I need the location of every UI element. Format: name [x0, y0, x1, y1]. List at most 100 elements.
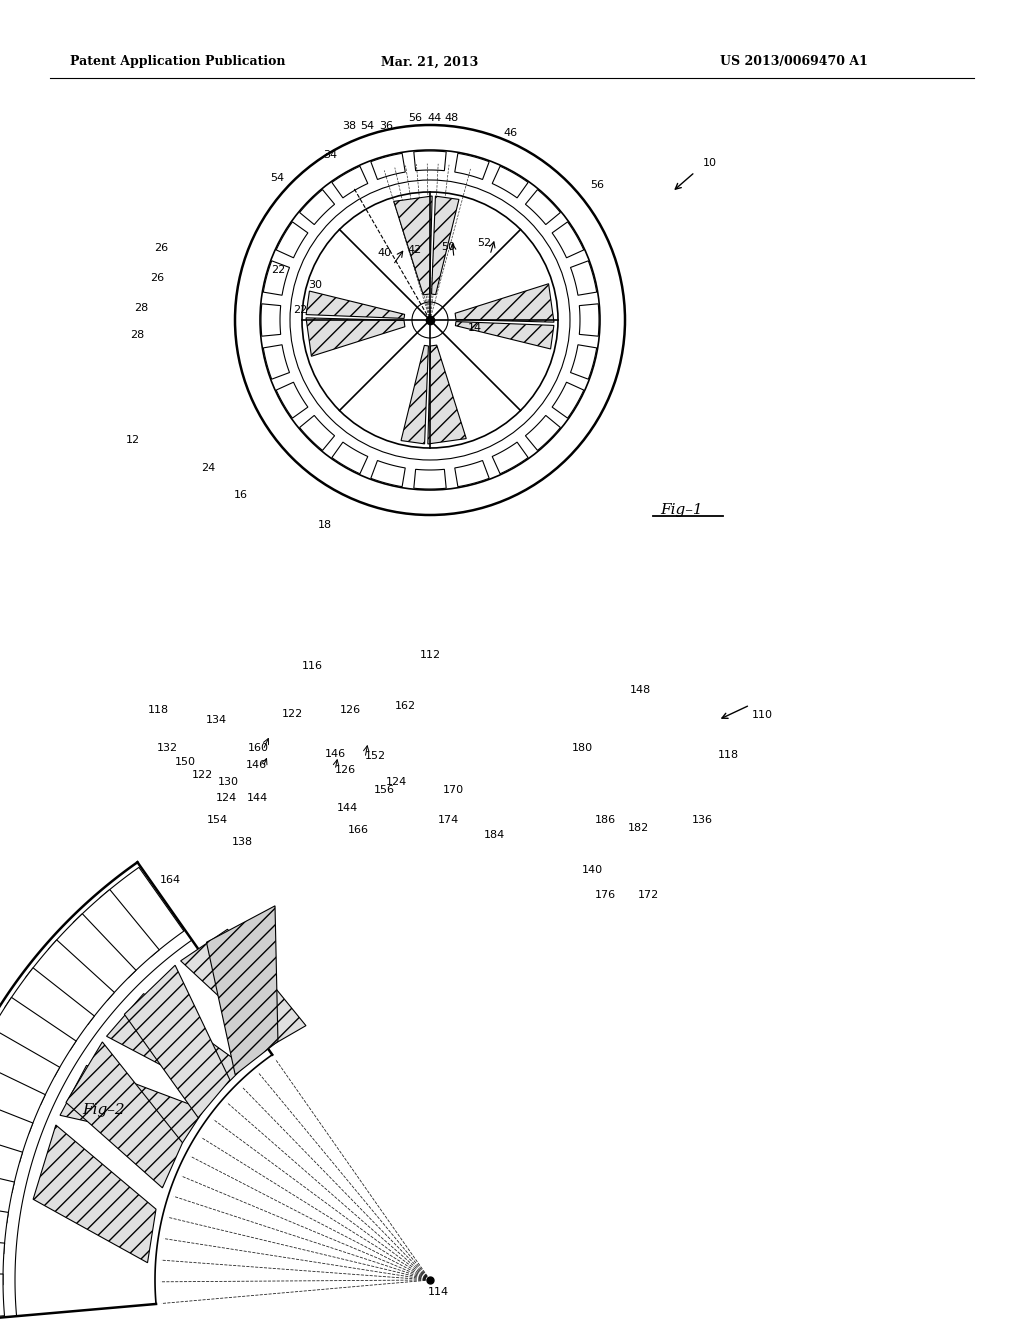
Text: 148: 148 [630, 685, 651, 696]
Text: 22: 22 [293, 305, 307, 315]
Text: 138: 138 [232, 837, 253, 847]
Text: 182: 182 [628, 822, 649, 833]
Polygon shape [525, 190, 560, 224]
Text: 56: 56 [408, 114, 422, 123]
Text: 46: 46 [503, 128, 517, 139]
Polygon shape [525, 416, 560, 450]
Polygon shape [570, 261, 597, 296]
Text: 118: 118 [148, 705, 169, 715]
Text: 52: 52 [477, 238, 492, 248]
Text: 28: 28 [130, 330, 144, 341]
Text: 166: 166 [348, 825, 369, 836]
Text: 114: 114 [428, 1287, 450, 1298]
Text: 10: 10 [703, 158, 717, 168]
Text: 152: 152 [365, 751, 386, 762]
Polygon shape [276, 383, 308, 418]
Text: 184: 184 [484, 830, 505, 840]
Polygon shape [100, 867, 184, 957]
Polygon shape [552, 383, 584, 418]
Text: 38: 38 [342, 121, 356, 131]
Polygon shape [0, 1028, 59, 1105]
Polygon shape [207, 906, 278, 1074]
Text: 126: 126 [340, 705, 361, 715]
Polygon shape [455, 284, 554, 322]
Text: 144: 144 [247, 793, 268, 803]
Polygon shape [180, 929, 306, 1045]
Text: Fig–2: Fig–2 [82, 1104, 125, 1117]
Text: 40: 40 [378, 248, 392, 257]
Polygon shape [26, 940, 115, 1024]
Polygon shape [4, 968, 94, 1049]
Text: 140: 140 [582, 865, 603, 875]
Polygon shape [0, 1094, 33, 1163]
Polygon shape [332, 166, 368, 198]
Text: 170: 170 [443, 785, 464, 795]
Polygon shape [124, 965, 230, 1118]
Text: 22: 22 [271, 265, 285, 275]
Text: 146: 146 [325, 748, 346, 759]
Text: 126: 126 [335, 766, 356, 775]
Text: 164: 164 [160, 875, 181, 884]
Text: Patent Application Publication: Patent Application Publication [70, 55, 286, 69]
Text: 112: 112 [420, 649, 441, 660]
Polygon shape [300, 416, 335, 450]
Text: 132: 132 [157, 743, 178, 752]
Polygon shape [0, 1272, 4, 1320]
Polygon shape [263, 345, 290, 379]
Polygon shape [0, 1129, 23, 1192]
Text: 118: 118 [718, 750, 739, 760]
Text: 134: 134 [206, 715, 227, 725]
Polygon shape [414, 150, 446, 170]
Text: 36: 36 [379, 121, 393, 131]
Text: 124: 124 [216, 793, 238, 803]
Text: 176: 176 [595, 890, 616, 900]
Text: 130: 130 [218, 777, 239, 787]
Polygon shape [33, 1125, 156, 1263]
Polygon shape [60, 1065, 204, 1143]
Text: 174: 174 [438, 814, 459, 825]
Text: 26: 26 [154, 243, 168, 253]
Polygon shape [48, 913, 136, 1001]
Text: 160: 160 [248, 743, 269, 752]
Text: Mar. 21, 2013: Mar. 21, 2013 [381, 55, 478, 69]
Text: 110: 110 [752, 710, 773, 719]
Text: 116: 116 [302, 661, 323, 671]
Polygon shape [66, 1041, 182, 1188]
Text: 150: 150 [175, 756, 196, 767]
Text: 26: 26 [150, 273, 164, 282]
Polygon shape [0, 998, 76, 1077]
Polygon shape [0, 1237, 4, 1286]
Polygon shape [306, 318, 404, 356]
Text: 162: 162 [395, 701, 416, 711]
Polygon shape [371, 153, 406, 180]
Polygon shape [106, 994, 245, 1094]
Polygon shape [580, 304, 599, 337]
Text: Fig–1: Fig–1 [660, 503, 702, 517]
Polygon shape [73, 890, 160, 978]
Polygon shape [414, 470, 446, 488]
Text: 154: 154 [207, 814, 228, 825]
Polygon shape [261, 304, 281, 337]
Text: 12: 12 [126, 436, 140, 445]
Polygon shape [456, 322, 554, 348]
Text: 124: 124 [386, 777, 408, 787]
Polygon shape [455, 153, 489, 180]
Polygon shape [552, 222, 584, 257]
Text: 18: 18 [317, 520, 332, 531]
Polygon shape [493, 442, 528, 474]
Polygon shape [276, 222, 308, 257]
Text: 44: 44 [428, 114, 442, 123]
Polygon shape [332, 442, 368, 474]
Text: 50: 50 [441, 242, 455, 252]
Text: 144: 144 [337, 803, 358, 813]
Polygon shape [570, 345, 597, 379]
Text: 14: 14 [468, 323, 482, 333]
Polygon shape [300, 190, 335, 224]
Polygon shape [394, 195, 432, 294]
Text: 54: 54 [360, 121, 374, 131]
Text: 34: 34 [323, 150, 337, 160]
Text: 156: 156 [374, 785, 395, 795]
Text: 30: 30 [308, 280, 322, 290]
Polygon shape [371, 461, 406, 487]
Polygon shape [493, 166, 528, 198]
